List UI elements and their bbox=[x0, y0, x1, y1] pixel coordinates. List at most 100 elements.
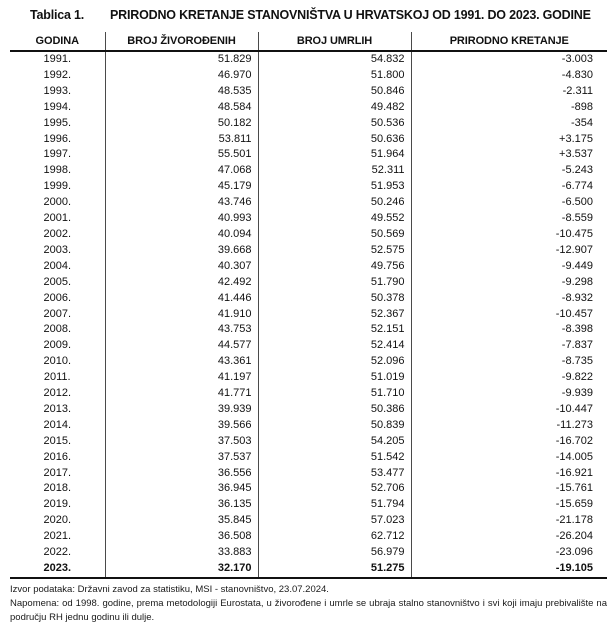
deaths-cell: 52.367 bbox=[257, 306, 411, 323]
year-cell: 2013. bbox=[43, 402, 72, 415]
table-row: 2012. 41.771 51.710 -9.939 bbox=[10, 386, 607, 402]
year-cell: 2008. bbox=[43, 323, 72, 336]
natural-change-cell: -4.830 bbox=[410, 67, 607, 84]
table-body: 1991. 51.829 54.832 -3.003 1992. 46.970 51.800… bbox=[10, 51, 607, 578]
natural-change-cell: -15.761 bbox=[410, 481, 607, 498]
year-cell: 2011. bbox=[43, 371, 71, 384]
table-title-text: PRIRODNO KRETANJE STANOVNIŠTVA U HRVATSK… bbox=[110, 8, 591, 22]
deaths-cell: 50.636 bbox=[257, 131, 411, 148]
deaths-cell: 50.839 bbox=[257, 417, 411, 434]
births-cell: 48.535 bbox=[104, 83, 258, 100]
table-row: 1997. 55.501 51.964 +3.537 bbox=[10, 147, 607, 164]
table-row: 2004. 40.307 49.756 -9.449 bbox=[10, 258, 607, 275]
year-cell: 2010. bbox=[43, 355, 72, 368]
deaths-cell: 52.414 bbox=[257, 338, 411, 355]
deaths-cell: 56.979 bbox=[257, 545, 411, 561]
natural-change-cell: -3.003 bbox=[410, 51, 607, 68]
births-cell: 36.508 bbox=[104, 529, 258, 546]
births-cell: 53.811 bbox=[104, 131, 258, 148]
births-cell: 33.883 bbox=[104, 545, 258, 561]
year-cell: 2001. bbox=[43, 212, 72, 225]
deaths-cell: 50.569 bbox=[257, 226, 411, 243]
deaths-cell: 52.311 bbox=[257, 163, 411, 180]
year-cell: 2005. bbox=[43, 275, 72, 288]
natural-change-cell: -9.298 bbox=[410, 274, 607, 291]
births-cell: 39.668 bbox=[104, 242, 258, 259]
year-cell: 2014. bbox=[43, 418, 72, 431]
deaths-cell: 51.275 bbox=[257, 561, 411, 578]
natural-change-cell: +3.537 bbox=[410, 147, 607, 164]
table-header: GODINA BROJ ŽIVOROĐENIH BROJ UMRLIH PRIR… bbox=[10, 32, 607, 52]
deaths-cell: 62.712 bbox=[257, 529, 411, 546]
table-row: 2001. 40.993 49.552 -8.559 bbox=[10, 211, 607, 227]
deaths-cell: 50.846 bbox=[257, 83, 411, 100]
year-cell: 2003. bbox=[43, 243, 72, 256]
births-cell: 41.446 bbox=[104, 290, 258, 307]
natural-change-cell: -11.273 bbox=[410, 417, 607, 434]
births-cell: 44.577 bbox=[104, 338, 258, 355]
births-cell: 55.501 bbox=[104, 147, 258, 164]
natural-change-cell: -9.449 bbox=[410, 258, 607, 275]
deaths-cell: 51.794 bbox=[257, 497, 411, 514]
births-cell: 51.829 bbox=[104, 51, 258, 68]
births-cell: 37.537 bbox=[104, 449, 258, 466]
births-cell: 50.182 bbox=[104, 115, 258, 132]
year-cell: 2023. bbox=[43, 562, 72, 574]
table-row: 2011. 41.197 51.019 -9.822 bbox=[10, 370, 607, 387]
deaths-cell: 51.710 bbox=[257, 386, 411, 402]
deaths-cell: 51.019 bbox=[257, 370, 411, 387]
year-cell: 2006. bbox=[43, 291, 72, 304]
population-natural-change-table: GODINA BROJ ŽIVOROĐENIH BROJ UMRLIH PRIR… bbox=[10, 32, 607, 579]
year-cell: 2007. bbox=[43, 307, 72, 320]
natural-change-cell: -8.932 bbox=[410, 290, 607, 307]
year-cell: 2000. bbox=[43, 196, 72, 209]
year-cell: 1997. bbox=[43, 148, 72, 161]
column-header-natural-change: PRIRODNO KRETANJE bbox=[410, 32, 607, 52]
column-header-births: BROJ ŽIVOROĐENIH bbox=[104, 32, 258, 52]
natural-change-cell: -5.243 bbox=[410, 163, 607, 180]
year-cell: 2016. bbox=[43, 450, 72, 463]
births-cell: 36.556 bbox=[104, 465, 258, 482]
table-header-row: GODINA BROJ ŽIVOROĐENIH BROJ UMRLIH PRIR… bbox=[10, 32, 607, 52]
natural-change-cell: -19.105 bbox=[410, 561, 607, 578]
table-row: 1993. 48.535 50.846 -2.311 bbox=[10, 83, 607, 100]
methodology-note: Napomena: od 1998. godine, prema metodol… bbox=[10, 597, 607, 623]
table-row: 2023. 32.170 51.275 -19.105 bbox=[10, 561, 607, 578]
year-cell: 2015. bbox=[43, 434, 72, 447]
table-row: 2007. 41.910 52.367 -10.457 bbox=[10, 306, 607, 323]
births-cell: 41.771 bbox=[104, 386, 258, 402]
table-row: 2015. 37.503 54.205 -16.702 bbox=[10, 433, 607, 450]
year-cell: 2019. bbox=[43, 498, 72, 511]
deaths-cell: 49.756 bbox=[257, 258, 411, 275]
births-cell: 40.307 bbox=[104, 258, 258, 275]
table-row: 2019. 36.135 51.794 -15.659 bbox=[10, 497, 607, 514]
deaths-cell: 50.246 bbox=[257, 195, 411, 212]
column-header-deaths: BROJ UMRLIH bbox=[257, 32, 411, 52]
year-cell: 1995. bbox=[43, 116, 72, 129]
deaths-cell: 51.790 bbox=[257, 274, 411, 291]
natural-change-cell: +3.175 bbox=[410, 131, 607, 148]
deaths-cell: 57.023 bbox=[257, 513, 411, 530]
births-cell: 42.492 bbox=[104, 274, 258, 291]
natural-change-cell: -6.500 bbox=[410, 195, 607, 212]
deaths-cell: 50.536 bbox=[257, 115, 411, 132]
natural-change-cell: -10.447 bbox=[410, 401, 607, 418]
natural-change-cell: -15.659 bbox=[410, 497, 607, 514]
table-row: 2000. 43.746 50.246 -6.500 bbox=[10, 195, 607, 212]
deaths-cell: 52.575 bbox=[257, 242, 411, 259]
natural-change-cell: -2.311 bbox=[410, 83, 607, 100]
table-row: 1999. 45.179 51.953 -6.774 bbox=[10, 179, 607, 196]
year-cell: 2020. bbox=[43, 514, 72, 527]
natural-change-cell: -16.702 bbox=[410, 433, 607, 450]
births-cell: 47.068 bbox=[104, 163, 258, 180]
births-cell: 37.503 bbox=[104, 433, 258, 450]
footnotes: Izvor podataka: Državni zavod za statist… bbox=[10, 583, 607, 625]
natural-change-cell: -21.178 bbox=[410, 513, 607, 530]
table-row: 2016. 37.537 51.542 -14.005 bbox=[10, 449, 607, 466]
deaths-cell: 50.386 bbox=[257, 401, 411, 418]
deaths-cell: 51.542 bbox=[257, 449, 411, 466]
births-cell: 36.945 bbox=[104, 481, 258, 498]
deaths-cell: 54.832 bbox=[257, 51, 411, 68]
table-row: 2018. 36.945 52.706 -15.761 bbox=[10, 481, 607, 498]
table-row: 2017. 36.556 53.477 -16.921 bbox=[10, 465, 607, 482]
